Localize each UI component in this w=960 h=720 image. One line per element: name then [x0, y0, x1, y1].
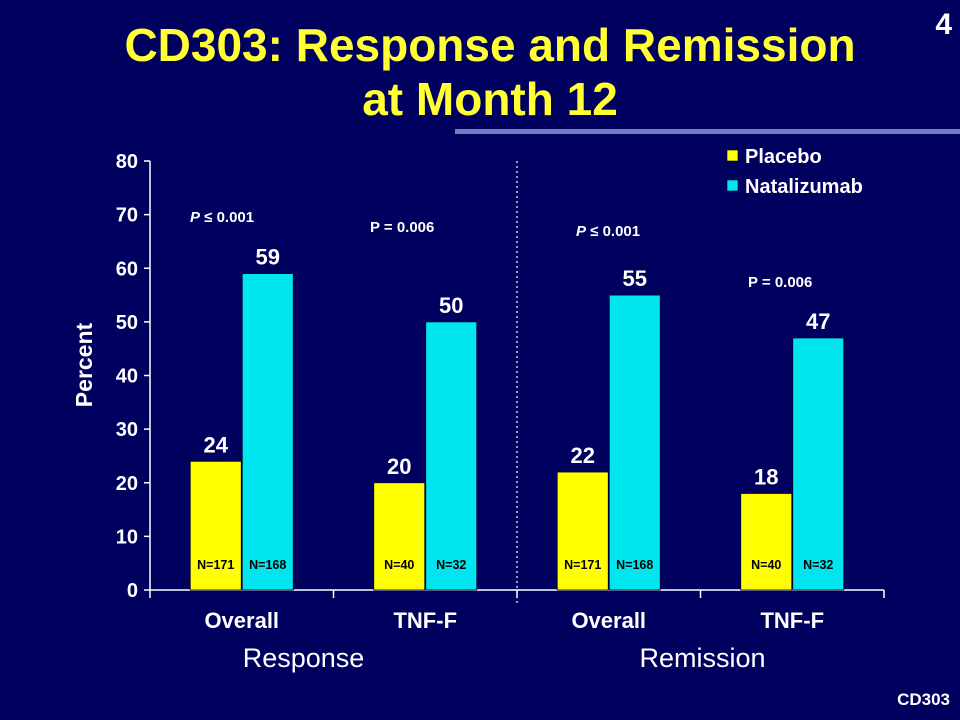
bar-placebo — [556, 471, 609, 591]
y-tick-label: 50 — [116, 312, 138, 334]
n-label-natalizumab: N=168 — [249, 558, 286, 572]
slide-title-line2: at Month 12 — [362, 73, 618, 125]
legend-swatch-natalizumab — [726, 179, 739, 192]
bar-natalizumab — [241, 273, 294, 591]
slide-title-line1: CD303: Response and Remission — [124, 19, 856, 71]
y-tick-label: 10 — [116, 526, 138, 548]
data-label-natalizumab: 47 — [806, 309, 830, 334]
category-label: Overall — [571, 608, 646, 633]
group-label: Remission — [639, 643, 765, 673]
page-number: 4 — [935, 8, 952, 41]
p-value-label: P = 0.006 — [748, 274, 812, 291]
n-label-natalizumab: N=32 — [803, 558, 833, 572]
footer-code: CD303 — [897, 690, 950, 709]
y-tick-label: 30 — [116, 419, 138, 441]
y-axis-title: Percent — [71, 322, 97, 407]
bar-natalizumab — [792, 337, 845, 591]
data-label-placebo: 22 — [571, 443, 595, 468]
n-label-placebo: N=171 — [564, 558, 601, 572]
y-tick-label: 40 — [116, 366, 138, 388]
category-label: TNF-F — [393, 608, 457, 633]
y-tick-label: 0 — [127, 580, 138, 602]
n-label-placebo: N=171 — [197, 558, 234, 572]
n-label-placebo: N=40 — [751, 558, 781, 572]
data-label-natalizumab: 55 — [623, 266, 647, 291]
n-label-natalizumab: N=32 — [436, 558, 466, 572]
n-label-placebo: N=40 — [384, 558, 414, 572]
category-label: TNF-F — [760, 608, 824, 633]
group-label: Response — [243, 643, 365, 673]
bar-natalizumab — [608, 294, 661, 591]
data-label-placebo: 24 — [204, 432, 229, 457]
p-value-label: P ≤ 0.001 — [190, 209, 254, 226]
data-label-natalizumab: 50 — [439, 293, 463, 318]
bar-natalizumab — [425, 321, 478, 591]
legend-label: Placebo — [745, 146, 822, 168]
y-tick-label: 80 — [116, 151, 138, 173]
title-divider — [455, 129, 960, 134]
bar-placebo — [373, 482, 426, 591]
data-label-placebo: 20 — [387, 454, 411, 479]
n-label-natalizumab: N=168 — [616, 558, 653, 572]
slide-title: CD303: Response and Remission at Month 1… — [60, 18, 920, 126]
bar-placebo — [740, 493, 793, 591]
data-label-natalizumab: 59 — [256, 245, 280, 270]
legend-swatch-placebo — [726, 149, 739, 162]
y-tick-label: 60 — [116, 258, 138, 280]
data-label-placebo: 18 — [754, 464, 778, 489]
category-label: Overall — [204, 608, 279, 633]
p-value-label: P = 0.006 — [370, 219, 434, 236]
bar-placebo — [189, 460, 242, 591]
legend-label: Natalizumab — [745, 176, 863, 198]
p-value-label: P ≤ 0.001 — [576, 223, 640, 240]
y-tick-label: 20 — [116, 473, 138, 495]
y-tick-label: 70 — [116, 205, 138, 227]
